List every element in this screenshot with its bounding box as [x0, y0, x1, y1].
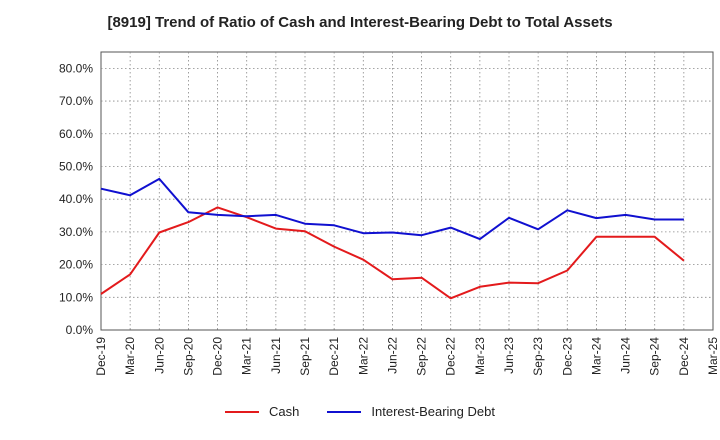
legend-label-cash: Cash: [269, 404, 300, 419]
y-tick-label: 0.0%: [66, 323, 94, 337]
legend-swatch-debt: [327, 410, 362, 413]
x-tick-label: Sep-23: [531, 337, 545, 376]
x-tick-label: Dec-19: [94, 337, 108, 376]
chart-legend: Cash Interest-Bearing Debt: [0, 404, 720, 419]
y-tick-label: 50.0%: [59, 159, 93, 173]
chart-title: [8919] Trend of Ratio of Cash and Intere…: [107, 14, 613, 31]
legend-swatch-cash: [225, 410, 260, 413]
series-line-interest-bearing-debt: [100, 177, 684, 241]
y-tick-label: 60.0%: [59, 127, 93, 141]
x-tick-label: Jun-24: [619, 337, 633, 374]
x-tick-label: Mar-25: [706, 337, 720, 375]
legend-item-debt: Interest-Bearing Debt: [327, 404, 495, 419]
x-tick-label: Mar-24: [589, 337, 603, 375]
x-tick-label: Sep-22: [415, 337, 429, 376]
y-tick-label: 10.0%: [59, 290, 93, 304]
x-tick-label: Dec-20: [211, 337, 225, 376]
x-tick-label: Mar-21: [240, 337, 254, 375]
x-tick-label: Dec-24: [677, 337, 691, 376]
legend-label-debt: Interest-Bearing Debt: [371, 404, 495, 419]
x-tick-label: Jun-23: [502, 337, 516, 374]
series-line-cash: [100, 206, 685, 300]
x-tick-label: Jun-22: [385, 337, 399, 374]
x-tick-label: Jun-21: [269, 337, 283, 374]
y-tick-label: 40.0%: [59, 192, 93, 206]
x-tick-label: Sep-24: [648, 337, 662, 376]
x-tick-label: Mar-20: [123, 337, 137, 375]
legend-item-cash: Cash: [225, 404, 299, 419]
y-tick-label: 20.0%: [59, 258, 93, 272]
y-tick-label: 70.0%: [59, 94, 93, 108]
x-tick-label: Jun-20: [152, 337, 166, 374]
x-tick-label: Mar-23: [473, 337, 487, 375]
x-tick-label: Sep-21: [298, 337, 312, 376]
x-tick-label: Dec-23: [560, 337, 574, 376]
x-tick-label: Mar-22: [356, 337, 370, 375]
x-tick-label: Dec-21: [327, 337, 341, 376]
y-tick-label: 80.0%: [59, 61, 93, 75]
x-tick-label: Dec-22: [444, 337, 458, 376]
plot-area: [100, 51, 714, 331]
x-tick-label: Sep-20: [181, 337, 195, 376]
y-tick-label: 30.0%: [59, 225, 93, 239]
